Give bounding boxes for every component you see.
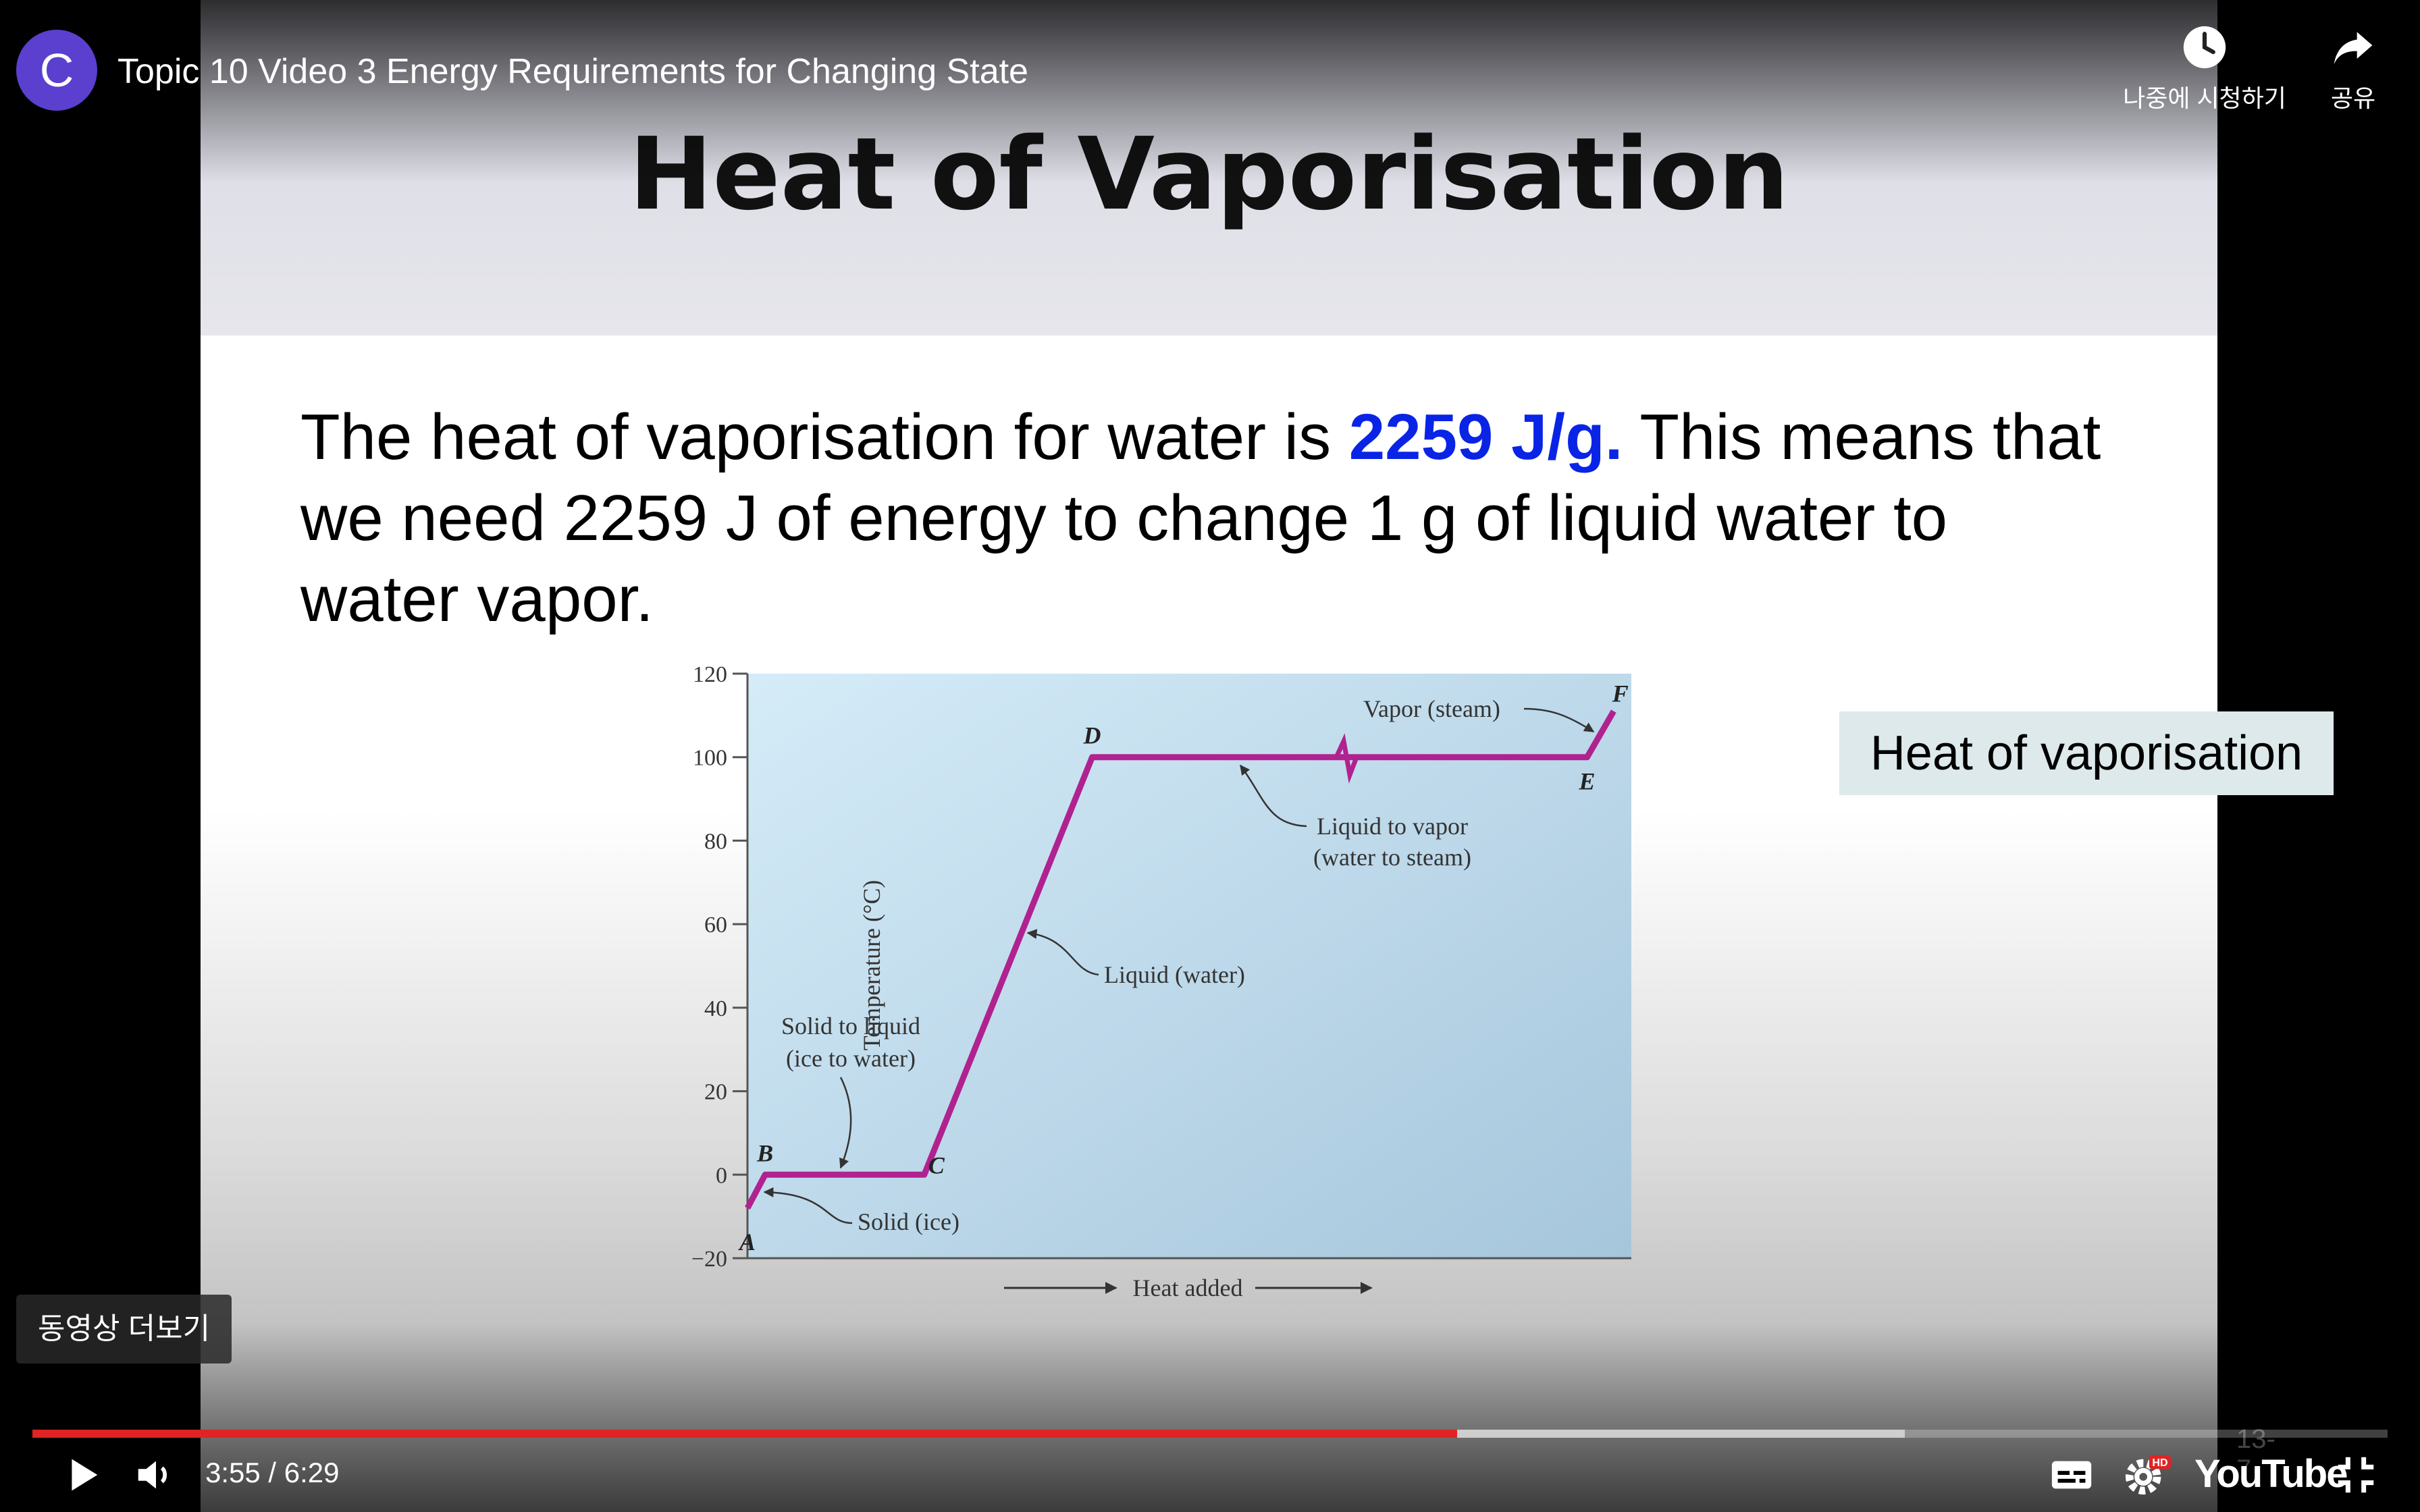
- body-text-post: This means that we need 2259 J of energy…: [300, 401, 2101, 635]
- annotation-water-to-steam: (water to steam): [1313, 844, 1471, 871]
- share-arrow-icon: [2334, 32, 2373, 65]
- y-tick-label: 60: [704, 913, 727, 938]
- heating-curve-chart: 120 100 80 60 40 20 0 −20 A B C D E F Temperature (°…: [691, 662, 1631, 1301]
- body-highlight: 2259 J/g.: [1348, 401, 1623, 473]
- top-overlay: [0, 0, 2420, 182]
- annotation-solid-ice: Solid (ice): [858, 1208, 959, 1235]
- annotation-liquid-to-vapor: Liquid to vapor: [1317, 813, 1468, 840]
- point-label-e: E: [1579, 768, 1596, 795]
- point-label-f: F: [1612, 680, 1629, 707]
- annotation-ice-to-water: (ice to water): [786, 1045, 916, 1072]
- progress-bar[interactable]: [32, 1430, 2388, 1438]
- leader-solid-to-liquid: [839, 1077, 852, 1169]
- subtitles-icon[interactable]: [2046, 1451, 2097, 1498]
- heat-of-vaporisation-callout: Heat of vaporisation: [1839, 711, 2334, 795]
- progress-played: [32, 1430, 1458, 1438]
- leader-liquid-to-vapor: [1240, 764, 1307, 828]
- settings-gear-icon[interactable]: HD: [2120, 1451, 2174, 1498]
- watch-later-label: 나중에 시청하기: [2123, 84, 2286, 112]
- point-label-a: A: [738, 1228, 756, 1256]
- video-title[interactable]: Topic 10 Video 3 Energy Requirements for…: [117, 52, 1028, 91]
- leader-solid-ice: [763, 1187, 853, 1224]
- y-tick-label: −20: [691, 1247, 727, 1272]
- exit-fullscreen-icon[interactable]: [2332, 1451, 2379, 1498]
- youtube-logo[interactable]: YouTube: [2194, 1452, 2348, 1496]
- bottom-overlay: [0, 1323, 2420, 1512]
- point-label-d: D: [1083, 722, 1101, 749]
- y-tick-label: 0: [716, 1163, 727, 1188]
- watch-later-button[interactable]: 나중에 시청하기: [2113, 24, 2296, 114]
- body-text-pre: The heat of vaporisation for water is: [300, 401, 1349, 473]
- share-label: 공유: [2330, 84, 2376, 112]
- channel-avatar[interactable]: C: [16, 30, 97, 111]
- slide: Heat of Vaporisation The heat of vaporis…: [201, 0, 2334, 1512]
- y-tick-label: 20: [704, 1080, 727, 1105]
- volume-icon[interactable]: [132, 1451, 180, 1498]
- leader-vapor-steam: [1523, 707, 1595, 733]
- chart-xlabel-group: Heat added: [1004, 1274, 1373, 1301]
- point-label-c: C: [928, 1152, 945, 1179]
- leader-liquid-water: [1026, 929, 1099, 976]
- chart-xlabel: Heat added: [1133, 1274, 1243, 1301]
- chart-plot-area: [747, 674, 1631, 1258]
- annotation-liquid-water: Liquid (water): [1104, 961, 1245, 988]
- annotation-solid-to-liquid: Solid to liquid: [781, 1013, 920, 1040]
- point-label-b: B: [756, 1139, 773, 1166]
- y-tick-label: 120: [693, 662, 727, 687]
- y-tick-label: 100: [693, 746, 727, 771]
- chart-series-line: [745, 709, 1616, 1210]
- share-button[interactable]: 공유: [2316, 24, 2390, 114]
- svg-text:HD: HD: [2152, 1457, 2167, 1469]
- time-display: 3:55 / 6:29: [205, 1457, 340, 1488]
- more-videos-button[interactable]: 동영상 더보기: [16, 1295, 232, 1364]
- play-icon[interactable]: [58, 1451, 105, 1498]
- chart-ylabel: Temperature (°C): [858, 880, 885, 1051]
- y-tick-label: 40: [704, 996, 727, 1021]
- slide-body-text: The heat of vaporisation for water is 22…: [300, 397, 2124, 640]
- annotation-vapor-steam: Vapor (steam): [1363, 695, 1500, 722]
- y-tick-label: 80: [704, 829, 727, 854]
- break-mark: [1334, 733, 1359, 784]
- clock-icon: [2183, 26, 2226, 69]
